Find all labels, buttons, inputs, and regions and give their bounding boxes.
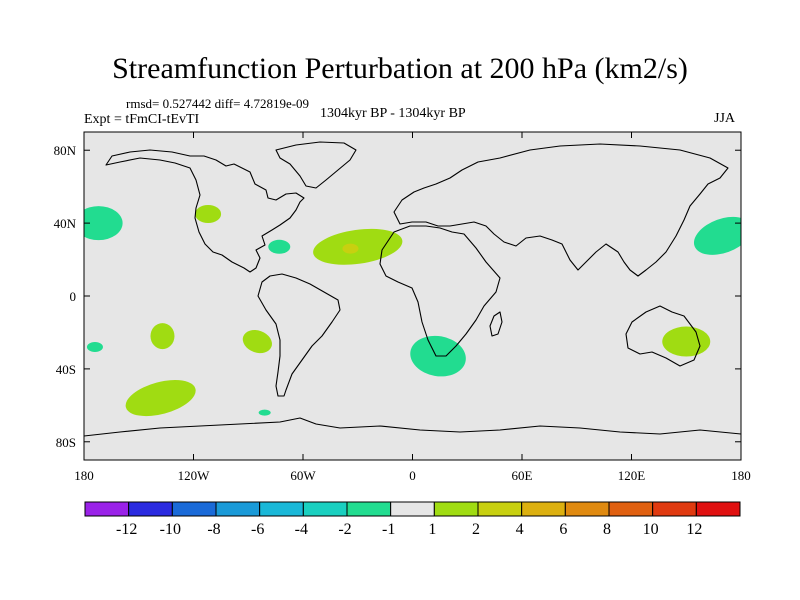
- anomaly-patch: [125, 379, 196, 417]
- x-tick-label: 60W: [290, 468, 316, 483]
- colorbar-swatch: [608, 501, 654, 517]
- colorbar-label: -10: [160, 521, 181, 538]
- y-tick-label: 80N: [54, 143, 77, 158]
- colorbar-label: -2: [338, 521, 351, 538]
- anomaly-patch: [242, 330, 272, 354]
- y-tick-label: 40S: [56, 362, 76, 377]
- anomaly-layer: [84, 205, 741, 417]
- colorbar-swatch: [477, 501, 523, 517]
- colorbar-label: 1: [428, 521, 436, 538]
- coastline-greenland: [275, 141, 357, 189]
- colorbar-label: 10: [643, 521, 659, 538]
- y-tick-label: 40N: [54, 216, 77, 231]
- colorbar-swatch: [259, 501, 304, 517]
- stats-text: rmsd= 0.527442 diff= 4.72819e-09: [126, 96, 310, 111]
- colorbar-swatch: [695, 501, 741, 517]
- season-label: JJA: [714, 111, 736, 126]
- anomaly-patch: [150, 323, 175, 350]
- colorbar-swatch: [128, 501, 173, 517]
- y-axis-ticks: 80N 40N 0 40S 80S: [54, 143, 741, 450]
- coastline-eurasia: [393, 143, 729, 277]
- anomaly-patch: [258, 409, 271, 416]
- colorbar-swatch: [564, 501, 610, 517]
- coastline-africa: [379, 225, 501, 357]
- colorbar-swatch: [390, 501, 435, 517]
- colorbar-label: 6: [559, 521, 567, 538]
- colorbar-label: -1: [382, 521, 395, 538]
- anomaly-patch: [195, 205, 222, 223]
- coastlines: [84, 141, 741, 437]
- colorbar: -12 -10 -8 -6 -4 -2 -1 1 2 4 6 8 10 12: [84, 501, 741, 538]
- anomaly-patch: [268, 239, 291, 254]
- colorbar-swatch: [84, 501, 130, 517]
- anomaly-patch: [693, 216, 741, 255]
- colorbar-label: -12: [116, 521, 137, 538]
- coastline-madagascar: [489, 311, 503, 337]
- x-tick-label: 120W: [178, 468, 211, 483]
- y-tick-label: 0: [70, 289, 77, 304]
- anomaly-patch: [662, 326, 711, 357]
- x-axis-ticks: 180 120W 60W 0 60E 120E 180: [74, 132, 751, 483]
- coastline-australia: [625, 305, 701, 367]
- colorbar-label: -4: [295, 521, 308, 538]
- coastline-south-america: [257, 273, 341, 397]
- colorbar-swatch: [171, 501, 217, 517]
- x-tick-label: 180: [74, 468, 94, 483]
- x-tick-label: 180: [731, 468, 751, 483]
- colorbar-label: 4: [516, 521, 524, 538]
- anomaly-patch: [84, 206, 123, 241]
- colorbar-label: 8: [603, 521, 611, 538]
- anomaly-patch: [86, 342, 103, 353]
- y-tick-label: 80S: [56, 435, 76, 450]
- colorbar-label: 2: [472, 521, 480, 538]
- anomaly-patch: [342, 243, 359, 254]
- colorbar-label: -8: [207, 521, 220, 538]
- x-tick-label: 120E: [618, 468, 646, 483]
- colorbar-label: -6: [251, 521, 264, 538]
- colorbar-label: 12: [686, 521, 702, 538]
- coastline-antarctica: [84, 417, 741, 437]
- map-background: [84, 132, 741, 460]
- experiment-label: Expt = tFmCI-tEvTI: [84, 112, 200, 127]
- colorbar-swatch: [433, 501, 479, 517]
- colorbar-swatch: [302, 501, 348, 517]
- x-tick-label: 60E: [512, 468, 533, 483]
- x-tick-label: 0: [409, 468, 416, 483]
- colorbar-swatch: [215, 501, 261, 517]
- colorbar-swatch: [346, 501, 392, 517]
- colorbar-swatch: [521, 501, 566, 517]
- coastline-north-america: [105, 149, 305, 273]
- colorbar-swatch: [652, 501, 697, 517]
- figure-title: Streamfunction Perturbation at 200 hPa (…: [112, 52, 688, 85]
- period-label: 1304kyr BP - 1304kyr BP: [320, 106, 466, 121]
